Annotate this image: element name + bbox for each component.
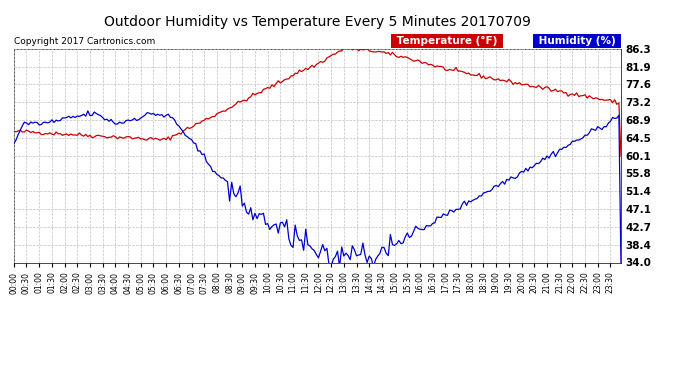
- Text: Copyright 2017 Cartronics.com: Copyright 2017 Cartronics.com: [14, 38, 155, 46]
- Text: Temperature (°F): Temperature (°F): [393, 36, 502, 46]
- Text: Humidity (%): Humidity (%): [535, 36, 619, 46]
- Text: Outdoor Humidity vs Temperature Every 5 Minutes 20170709: Outdoor Humidity vs Temperature Every 5 …: [104, 15, 531, 29]
